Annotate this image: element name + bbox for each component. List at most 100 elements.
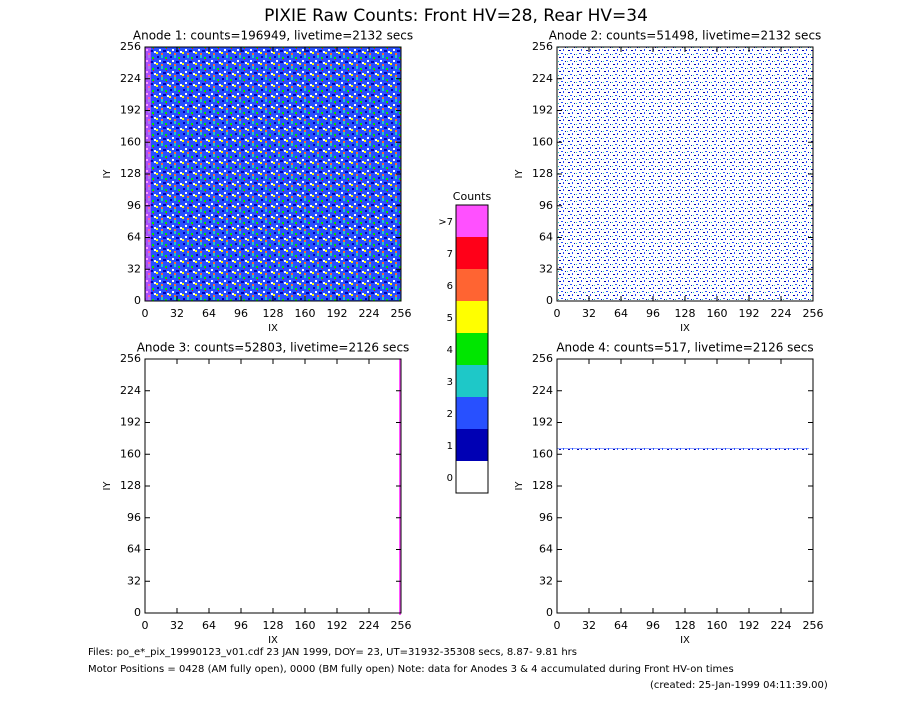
- x-tick-label: 192: [327, 307, 348, 320]
- colorbar-swatch: [456, 269, 488, 301]
- x-tick-label: 256: [803, 619, 824, 632]
- x-tick-label: 96: [646, 307, 660, 320]
- y-tick-label: 160: [532, 447, 553, 460]
- footer-motor: Motor Positions = 0428 (AM fully open), …: [88, 664, 734, 675]
- y-tick-label: 0: [134, 606, 141, 619]
- y-axis-label: IY: [102, 481, 113, 491]
- y-tick-label: 32: [127, 574, 141, 587]
- figure-title: PIXIE Raw Counts: Front HV=28, Rear HV=3…: [264, 6, 648, 26]
- y-tick-label: 64: [539, 231, 553, 244]
- colorbar-label: >7: [438, 217, 453, 228]
- x-tick-label: 0: [142, 619, 149, 632]
- y-tick-label: 64: [127, 231, 141, 244]
- y-tick-label: 96: [539, 511, 553, 524]
- x-tick-label: 192: [327, 619, 348, 632]
- y-tick-label: 192: [120, 104, 141, 117]
- y-tick-label: 0: [546, 294, 553, 307]
- y-tick-label: 96: [539, 199, 553, 212]
- y-tick-label: 0: [546, 606, 553, 619]
- heatmap-texture: [557, 448, 809, 449]
- heatmap-texture: [145, 47, 401, 301]
- colorbar-title: Counts: [453, 190, 492, 203]
- y-axis-label: IY: [514, 481, 525, 491]
- colorbar-swatch: [456, 365, 488, 397]
- y-tick-label: 96: [127, 511, 141, 524]
- y-tick-label: 32: [539, 574, 553, 587]
- plot-frame: [144, 358, 402, 614]
- x-tick-label: 32: [170, 307, 184, 320]
- x-tick-label: 224: [359, 307, 380, 320]
- x-tick-label: 0: [554, 619, 561, 632]
- x-tick-label: 224: [359, 619, 380, 632]
- x-tick-label: 96: [234, 619, 248, 632]
- colorbar-swatch: [456, 205, 488, 237]
- colorbar-label: 3: [447, 377, 453, 388]
- x-tick-label: 160: [295, 619, 316, 632]
- x-tick-label: 192: [739, 307, 760, 320]
- x-tick-label: 256: [391, 619, 412, 632]
- x-tick-label: 96: [646, 619, 660, 632]
- y-tick-label: 256: [120, 352, 141, 365]
- x-axis-label: IX: [268, 635, 278, 646]
- x-tick-label: 256: [803, 307, 824, 320]
- y-tick-label: 256: [120, 40, 141, 53]
- x-tick-label: 128: [263, 619, 284, 632]
- y-tick-label: 192: [532, 104, 553, 117]
- x-tick-label: 128: [675, 307, 696, 320]
- y-tick-label: 224: [120, 72, 141, 85]
- y-tick-label: 224: [532, 384, 553, 397]
- x-tick-label: 32: [582, 307, 596, 320]
- colorbar-label: 5: [447, 313, 453, 324]
- panel-title: Anode 3: counts=52803, livetime=2126 sec…: [137, 341, 410, 355]
- x-tick-label: 128: [675, 619, 696, 632]
- x-tick-label: 256: [391, 307, 412, 320]
- y-tick-label: 96: [127, 199, 141, 212]
- y-tick-label: 32: [539, 262, 553, 275]
- colorbar-label: 1: [447, 441, 453, 452]
- colorbar-swatch: [456, 237, 488, 269]
- heatmap-texture: [557, 47, 813, 301]
- colorbar-swatch: [456, 429, 488, 461]
- panel-title: Anode 1: counts=196949, livetime=2132 se…: [133, 29, 413, 43]
- y-tick-label: 128: [120, 479, 141, 492]
- colorbar-label: 0: [447, 473, 453, 484]
- x-axis-label: IX: [268, 323, 278, 334]
- colorbar-swatch: [456, 461, 488, 493]
- x-tick-label: 32: [582, 619, 596, 632]
- y-tick-label: 64: [127, 543, 141, 556]
- y-tick-label: 160: [120, 447, 141, 460]
- x-tick-label: 64: [614, 307, 628, 320]
- heatmap-texture: [399, 359, 401, 615]
- x-tick-label: 128: [263, 307, 284, 320]
- y-tick-label: 64: [539, 543, 553, 556]
- x-tick-label: 192: [739, 619, 760, 632]
- colorbar-swatch: [456, 333, 488, 365]
- colorbar-label: 4: [447, 345, 453, 356]
- footer-created: (created: 25-Jan-1999 04:11:39.00): [650, 680, 828, 691]
- y-axis-label: IY: [102, 169, 113, 179]
- x-tick-label: 96: [234, 307, 248, 320]
- y-tick-label: 224: [532, 72, 553, 85]
- y-tick-label: 128: [120, 167, 141, 180]
- colorbar-frame: [455, 204, 489, 494]
- footer-files: Files: po_e*_pix_19990123_v01.cdf 23 JAN…: [88, 647, 577, 658]
- x-tick-label: 64: [614, 619, 628, 632]
- x-tick-label: 0: [142, 307, 149, 320]
- y-tick-label: 128: [532, 479, 553, 492]
- y-tick-label: 256: [532, 352, 553, 365]
- y-tick-label: 192: [532, 416, 553, 429]
- x-axis-label: IX: [680, 323, 690, 334]
- panel-title: Anode 4: counts=517, livetime=2126 secs: [556, 341, 813, 355]
- colorbar-label: 2: [447, 409, 453, 420]
- colorbar-label: 7: [447, 249, 453, 260]
- y-tick-label: 160: [120, 135, 141, 148]
- x-tick-label: 160: [707, 619, 728, 632]
- x-tick-label: 64: [202, 619, 216, 632]
- x-tick-label: 64: [202, 307, 216, 320]
- y-tick-label: 256: [532, 40, 553, 53]
- y-tick-label: 0: [134, 294, 141, 307]
- y-tick-label: 224: [120, 384, 141, 397]
- x-tick-label: 224: [771, 307, 792, 320]
- y-axis-label: IY: [514, 169, 525, 179]
